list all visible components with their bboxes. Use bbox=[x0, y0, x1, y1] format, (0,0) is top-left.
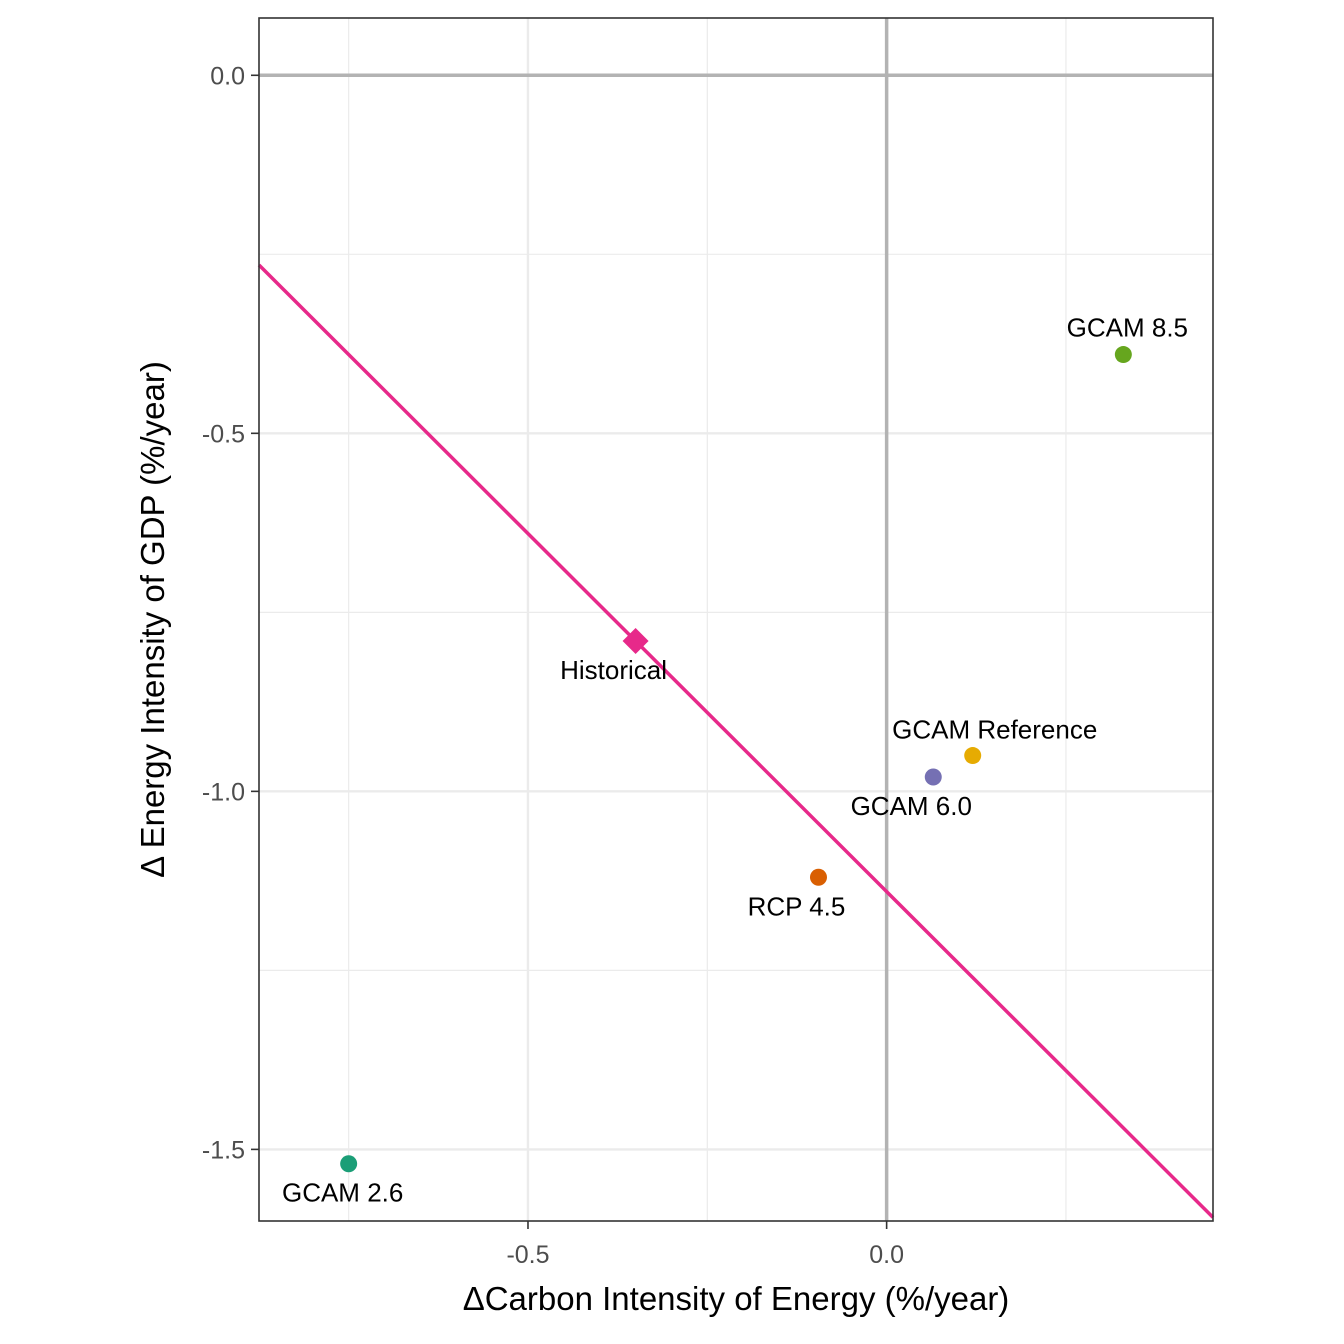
point-gcam-reference bbox=[964, 747, 982, 765]
point-label-historical: Historical bbox=[560, 655, 667, 685]
zero-reference-lines bbox=[259, 18, 1213, 1221]
trend-line-group bbox=[257, 263, 1215, 1219]
y-tick-label: 0.0 bbox=[210, 62, 245, 90]
point-historical bbox=[622, 627, 649, 654]
y-tick-label: -1.5 bbox=[202, 1136, 245, 1164]
x-axis-title: ΔCarbon Intensity of Energy (%/year) bbox=[463, 1280, 1010, 1317]
point-gcam-6-0 bbox=[924, 768, 942, 786]
point-label-gcam-8-5: GCAM 8.5 bbox=[1067, 313, 1188, 343]
grid-lines bbox=[259, 18, 1213, 1221]
point-label-gcam-reference: GCAM Reference bbox=[892, 715, 1097, 745]
point-label-rcp-4-5: RCP 4.5 bbox=[748, 891, 846, 921]
y-axis-title: Δ Energy Intensity of GDP (%/year) bbox=[134, 361, 171, 878]
point-label-gcam-2-6: GCAM 2.6 bbox=[282, 1178, 403, 1208]
point-rcp-4-5 bbox=[809, 868, 827, 886]
point-label-gcam-6-0: GCAM 6.0 bbox=[851, 791, 972, 821]
point-gcam-2-6 bbox=[340, 1155, 358, 1173]
axis-ticks: -0.5 0.0 0.0 -0.5 -1.0 -1.5 bbox=[202, 62, 904, 1269]
y-tick-label: -1.0 bbox=[202, 778, 245, 806]
x-tick-label: -0.5 bbox=[506, 1241, 549, 1269]
y-tick-label: -0.5 bbox=[202, 420, 245, 448]
trend-line bbox=[257, 263, 1215, 1219]
panel-border bbox=[258, 17, 1214, 1222]
point-labels: GCAM 8.5 Historical GCAM Reference GCAM 6.0… bbox=[282, 313, 1188, 1208]
x-tick-label: 0.0 bbox=[869, 1241, 904, 1269]
point-gcam-8-5 bbox=[1114, 346, 1132, 364]
data-points bbox=[340, 346, 1132, 1173]
